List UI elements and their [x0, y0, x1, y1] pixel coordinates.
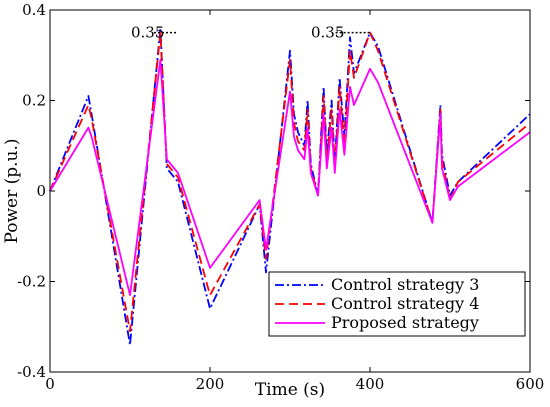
legend-label: Control strategy 3 [331, 275, 479, 294]
legend-label: Proposed strategy [331, 313, 479, 332]
y-tick-label: 0.4 [22, 1, 46, 19]
y-axis-title: Power (p.u.) [2, 138, 22, 243]
legend-label: Control strategy 4 [331, 294, 479, 313]
annotation-label: 0.35 [131, 24, 164, 42]
x-tick-label: 0 [45, 375, 55, 393]
x-axis-title: Time (s) [255, 380, 325, 400]
y-tick-label: -0.2 [17, 273, 46, 291]
annotation-layer: 0.35 0.35 [131, 24, 370, 42]
y-tick-label: -0.4 [17, 363, 46, 381]
x-tick-label: 400 [356, 375, 385, 393]
x-tick-label: 200 [196, 375, 225, 393]
y-tick-label: 0 [36, 182, 46, 200]
annotation-label: 0.35 [311, 24, 344, 42]
tick-layer: 0 200 400 600 -0.4 -0.2 0 0.2 0.4 [17, 1, 544, 393]
x-tick-label: 600 [516, 375, 545, 393]
series-layer [49, 27, 531, 346]
y-tick-label: 0.2 [22, 92, 46, 110]
series-line-3 [49, 58, 531, 296]
